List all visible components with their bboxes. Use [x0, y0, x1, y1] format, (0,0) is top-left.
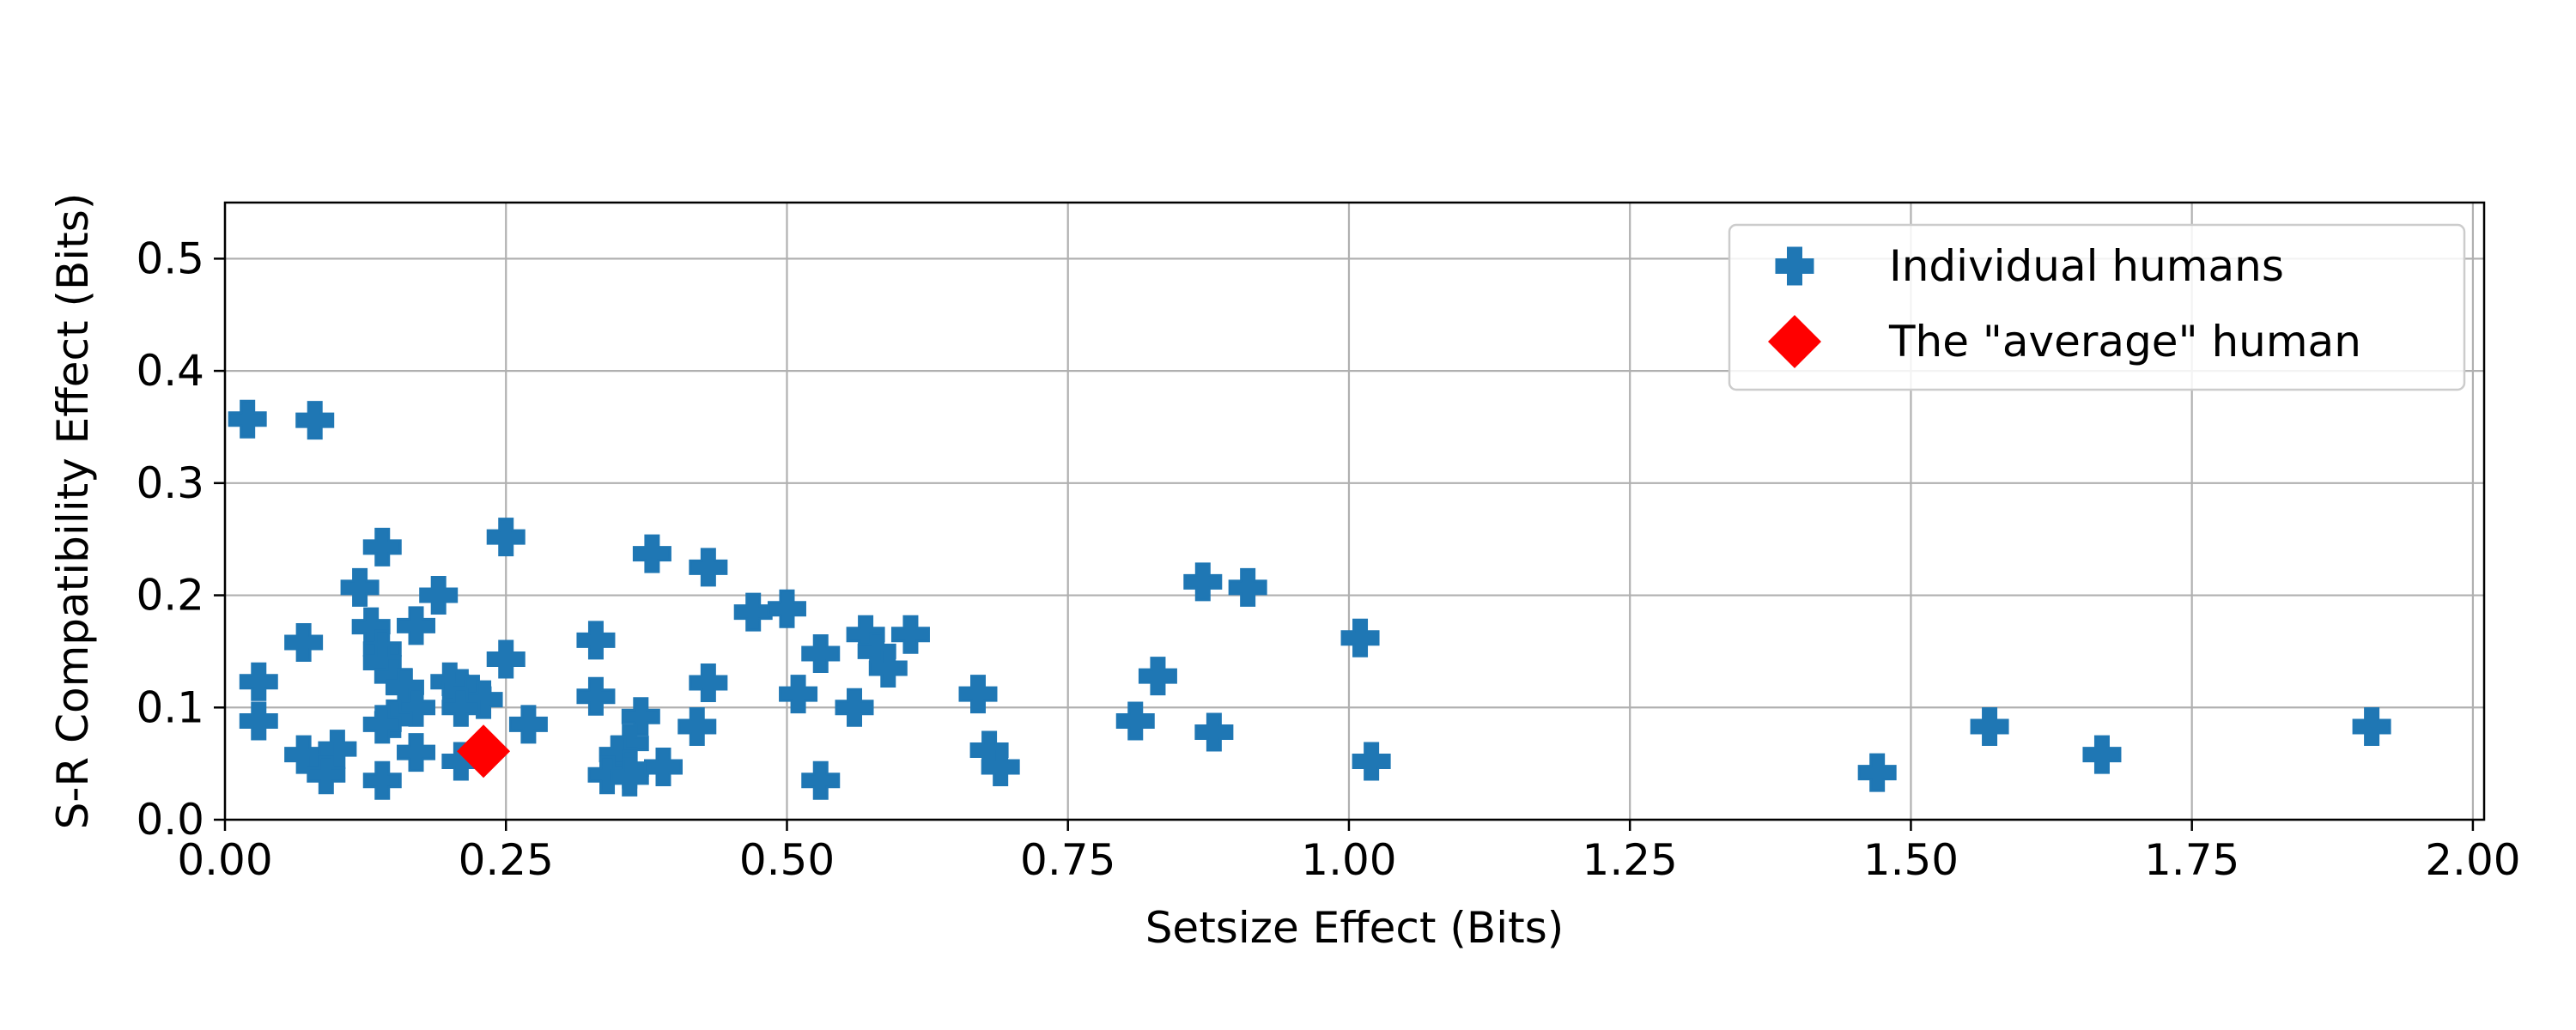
individual-human-point	[1194, 712, 1234, 752]
individual-human-point	[610, 757, 649, 797]
x-tick-label: 0.00	[177, 835, 272, 885]
x-tick-label: 1.25	[1583, 835, 1678, 885]
individual-human-point	[981, 748, 1020, 787]
individual-human-point	[1857, 753, 1897, 792]
individual-human-point	[362, 705, 402, 744]
individual-human-point	[362, 527, 402, 566]
axes-frame	[223, 201, 2486, 821]
individual-human-point	[677, 706, 717, 746]
x-axis-label: Setsize Effect (Bits)	[1145, 903, 1564, 953]
individual-human-point	[1352, 742, 1391, 781]
individual-human-point	[576, 676, 616, 716]
axis-ticks: 0.00 0.25 0.50 0.75 1.00 1.25 1.50 1.75 2.00 0.0 0…	[136, 233, 2520, 885]
individual-human-point	[284, 622, 324, 662]
individual-human-point	[239, 701, 278, 741]
individual-human-point	[397, 733, 436, 772]
x-tick-label: 0.50	[739, 835, 835, 885]
individual-human-point	[643, 748, 683, 787]
legend-diamond-icon	[1768, 315, 1821, 368]
average-human-point	[457, 724, 511, 779]
individual-human-point	[587, 755, 627, 795]
x-tick-label: 0.25	[459, 835, 554, 885]
individual-human-point	[2352, 706, 2391, 746]
individual-human-point	[295, 401, 335, 440]
individual-human-point	[397, 606, 436, 645]
individual-human-point	[958, 675, 998, 714]
legend-marker-individual-humans	[1775, 246, 1814, 286]
individual-human-point	[779, 675, 818, 714]
individual-human-point	[632, 534, 671, 573]
individual-human-point	[733, 592, 773, 632]
x-tick-label: 2.00	[2425, 835, 2520, 885]
individual-human-point	[1138, 657, 1177, 696]
individual-human-point	[801, 760, 841, 800]
individual-human-point	[486, 639, 526, 679]
individual-human-point	[508, 705, 548, 744]
series-individual-humans	[228, 399, 2391, 800]
individual-human-point	[767, 589, 806, 628]
individual-human-point	[340, 567, 380, 607]
y-axis-label: S-R Compatibility Effect (Bits)	[48, 193, 98, 830]
y-tick-label: 0.5	[136, 233, 204, 283]
x-tick-label: 1.00	[1301, 835, 1396, 885]
individual-human-point	[689, 548, 728, 587]
individual-human-point	[868, 649, 908, 688]
legend-marker-average-human	[1768, 315, 1821, 368]
x-tick-label: 1.75	[2144, 835, 2239, 885]
x-tick-label: 0.75	[1020, 835, 1115, 885]
y-tick-label: 0.0	[136, 795, 204, 845]
individual-human-point	[1970, 706, 2009, 746]
y-tick-label: 0.4	[136, 346, 204, 396]
individual-human-point	[1340, 618, 1380, 657]
legend-box	[1728, 223, 2466, 391]
individual-human-point	[1228, 567, 1267, 607]
legend-label-average-human: The "average" human	[1888, 317, 2361, 367]
y-tick-label: 0.2	[136, 571, 204, 621]
legend: Individual humans The "average" human	[1728, 223, 2466, 391]
individual-human-point	[835, 688, 874, 727]
individual-human-point	[307, 755, 346, 795]
y-tick-label: 0.1	[136, 682, 204, 732]
individual-human-point	[689, 663, 728, 703]
individual-human-point	[2082, 735, 2122, 774]
individual-human-point	[576, 621, 616, 660]
x-tick-label: 1.50	[1863, 835, 1959, 885]
individual-human-point	[621, 697, 660, 736]
individual-human-point	[239, 662, 278, 701]
individual-human-point	[1115, 701, 1155, 741]
legend-plus-icon	[1775, 246, 1814, 286]
individual-human-point	[362, 760, 402, 800]
individual-human-point	[419, 576, 459, 615]
plot-data	[228, 399, 2391, 800]
individual-human-point	[1183, 562, 1223, 602]
individual-human-point	[801, 634, 841, 674]
individual-human-point	[228, 399, 267, 439]
individual-human-point	[486, 518, 526, 557]
y-tick-label: 0.3	[136, 458, 204, 508]
individual-human-point	[890, 615, 930, 654]
series-average-human	[457, 724, 511, 779]
individual-human-point	[441, 688, 481, 727]
legend-label-individual-humans: Individual humans	[1889, 241, 2284, 291]
